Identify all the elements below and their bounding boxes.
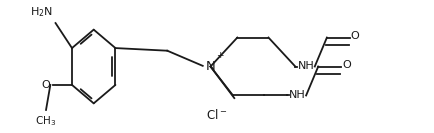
Text: O: O [42, 80, 50, 90]
Text: +: + [216, 51, 224, 61]
Text: N: N [206, 60, 215, 73]
Text: NH: NH [289, 90, 306, 100]
Text: O: O [351, 31, 359, 41]
Text: H$_2$N: H$_2$N [30, 5, 53, 19]
Text: O: O [342, 60, 351, 70]
Text: CH$_3$: CH$_3$ [36, 114, 56, 128]
Text: Cl$^-$: Cl$^-$ [207, 108, 227, 122]
Text: NH: NH [297, 61, 314, 72]
